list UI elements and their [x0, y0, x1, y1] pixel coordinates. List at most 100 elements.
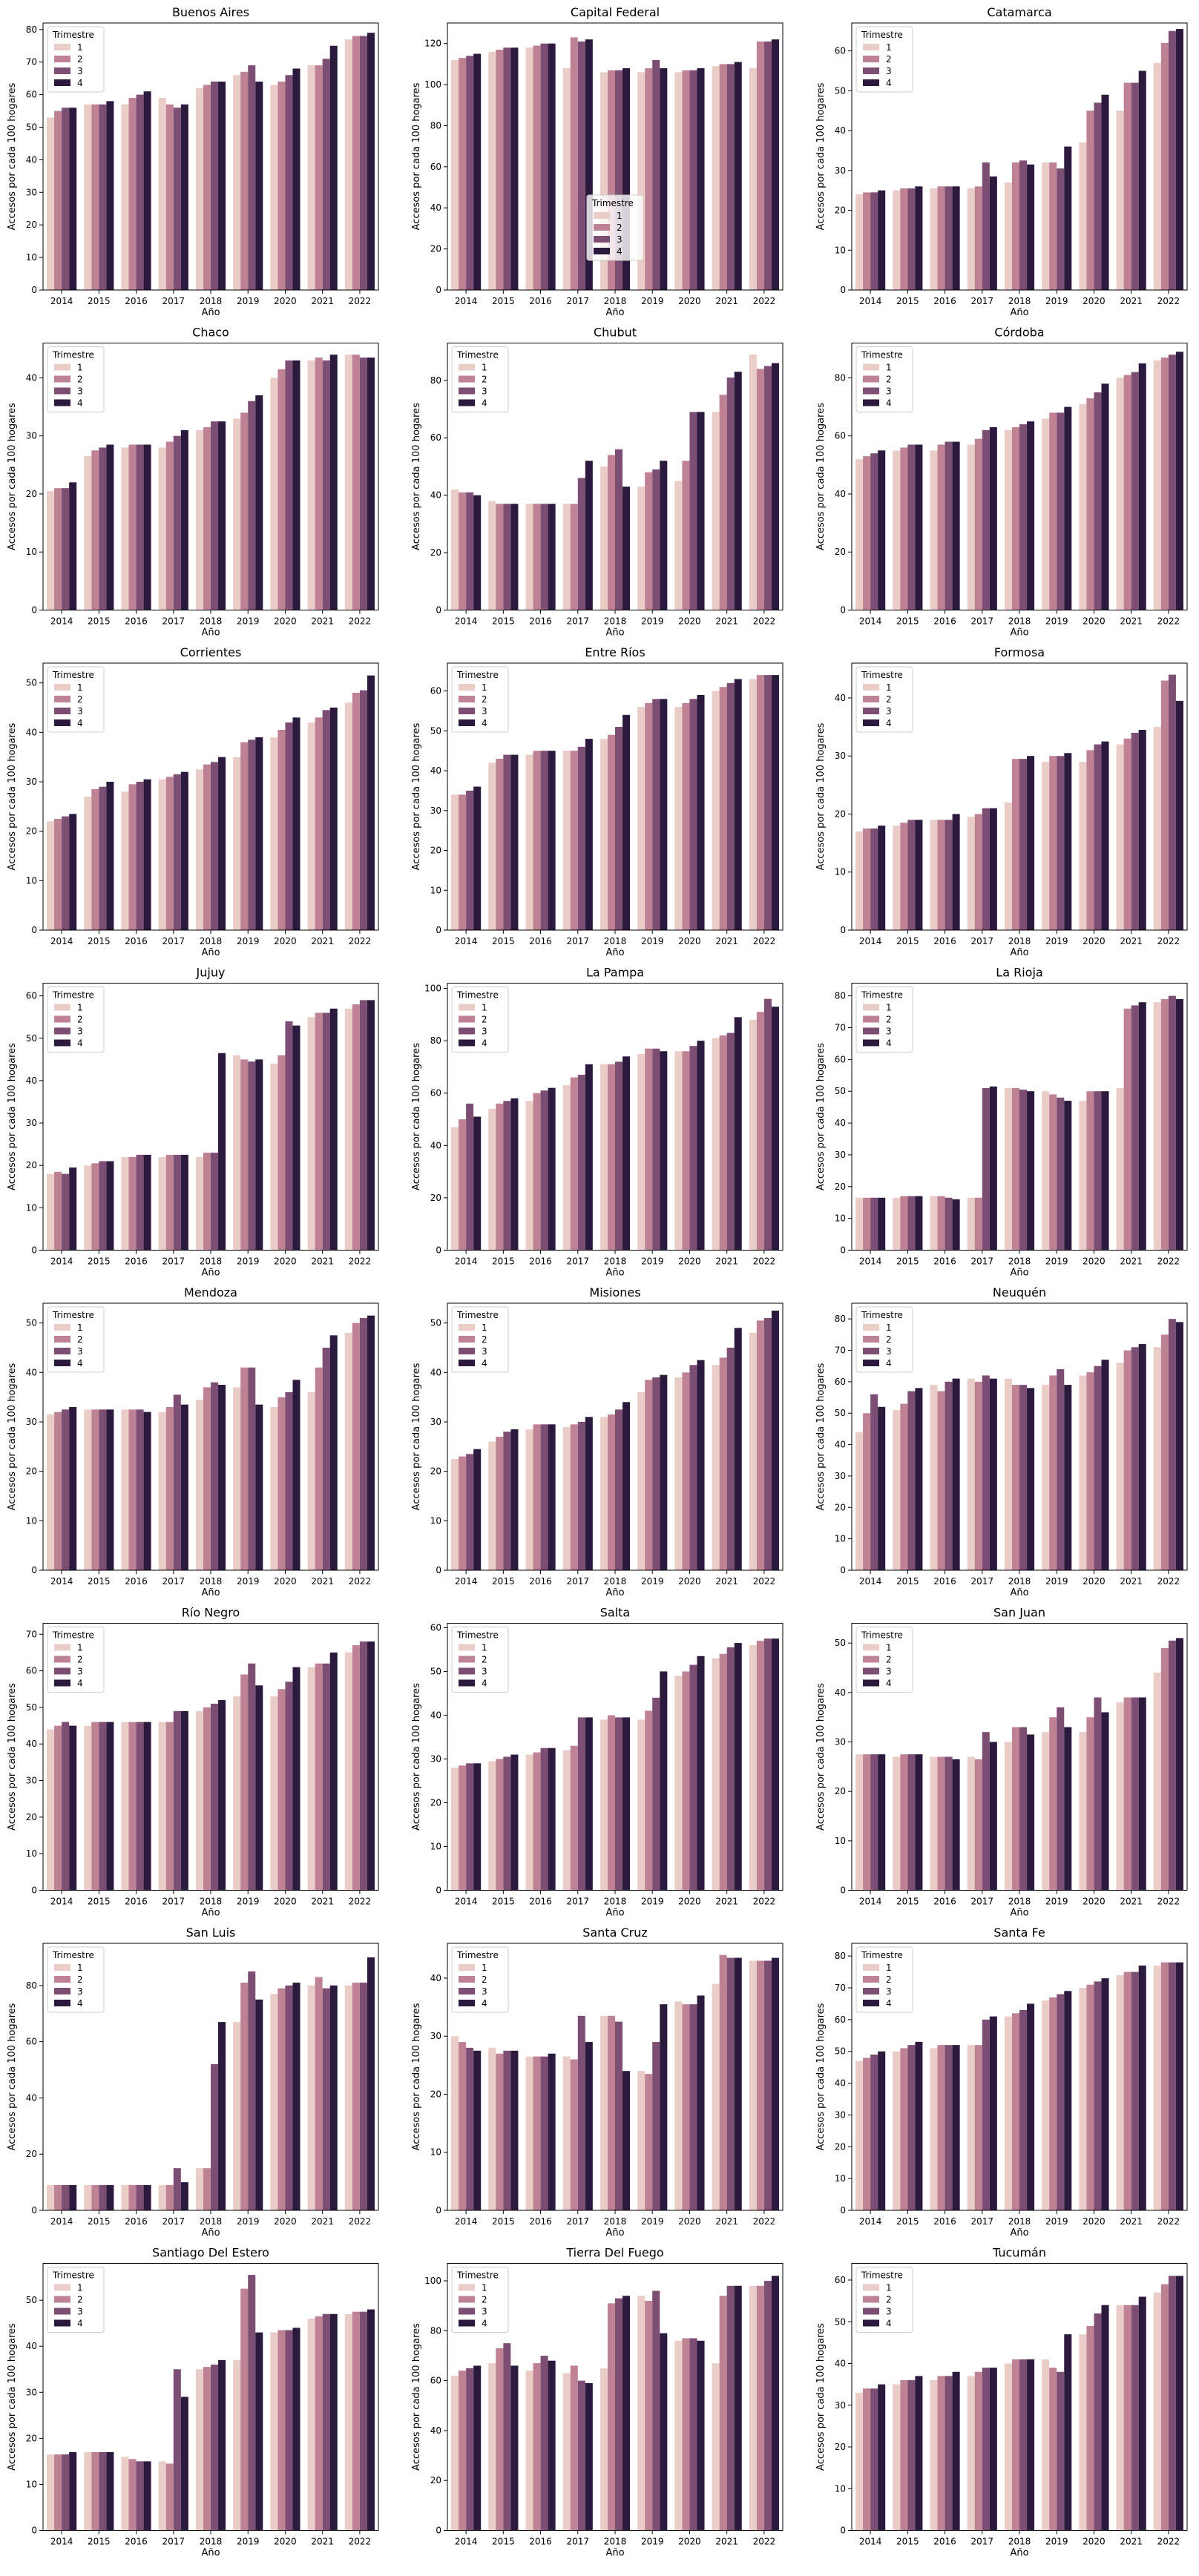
bar [307, 2318, 315, 2531]
x-tick-label: 2016 [125, 1897, 148, 1907]
bar [915, 1754, 923, 1891]
bar [607, 1715, 615, 1891]
legend-swatch [459, 1039, 475, 1047]
bar [136, 2184, 144, 2210]
bar [307, 1667, 315, 1891]
bar [989, 1086, 997, 1251]
x-tick-label: 2014 [50, 1576, 73, 1587]
bar [525, 1429, 533, 1570]
bar [1153, 1347, 1161, 1570]
bar [771, 1007, 779, 1251]
x-tick-label: 2015 [896, 616, 919, 627]
bar [1011, 1087, 1019, 1251]
bar [510, 1429, 519, 1570]
legend-label: 3 [886, 1027, 892, 1037]
bar [1004, 1087, 1012, 1251]
bar [719, 395, 727, 610]
x-tick-label: 2014 [50, 296, 73, 306]
x-tick-label: 2022 [349, 296, 372, 306]
x-axis-label: Año [201, 2227, 220, 2239]
bar [106, 2451, 114, 2531]
bar [1160, 1647, 1169, 1891]
legend-label: 4 [77, 1998, 83, 2009]
x-tick-label: 2018 [1008, 296, 1031, 306]
y-tick-label: 20 [26, 826, 37, 837]
x-axis-label: Año [605, 1268, 624, 1279]
legend-swatch [54, 1324, 70, 1331]
bar [689, 699, 697, 930]
bar [652, 699, 660, 930]
bar [359, 2311, 367, 2531]
bar [54, 819, 62, 930]
bar [533, 2363, 541, 2531]
bar [488, 1761, 496, 1891]
bar [952, 2045, 960, 2210]
legend-swatch [459, 1004, 475, 1011]
bar [1042, 1385, 1050, 1570]
bar [1004, 802, 1012, 930]
bar [1011, 1727, 1019, 1891]
x-tick-label: 2015 [492, 936, 515, 946]
legend-label: 4 [482, 398, 487, 409]
y-tick-label: 20 [26, 1466, 37, 1477]
x-tick-label: 2019 [641, 616, 664, 627]
y-tick-label: 20 [835, 2442, 846, 2452]
legend-swatch [54, 2307, 70, 2315]
legend-swatch [459, 399, 475, 406]
x-tick-label: 2019 [1045, 2216, 1068, 2227]
bar [1123, 1697, 1131, 1891]
bar [533, 2056, 541, 2210]
bar [1027, 2359, 1035, 2531]
bar [915, 444, 923, 610]
bar [726, 2285, 735, 2531]
bar [128, 97, 137, 291]
bar [689, 1365, 697, 1570]
bar [158, 1156, 166, 1251]
x-tick-label: 2014 [455, 1256, 478, 1267]
legend-swatch [54, 1027, 70, 1035]
bar [645, 1710, 653, 1891]
bar [233, 1055, 241, 1251]
y-tick-label: 50 [26, 1033, 37, 1044]
bar [893, 826, 901, 930]
legend-label: 4 [886, 398, 892, 409]
bar [47, 117, 55, 290]
x-tick-label: 2018 [200, 2537, 223, 2547]
bar [1086, 2325, 1094, 2531]
bar [1049, 412, 1057, 610]
bar [600, 2368, 608, 2531]
bar [106, 444, 114, 610]
y-axis-label: Accesos por cada 100 hogares [815, 1043, 827, 1190]
bar [1101, 1978, 1109, 2210]
bar [615, 1061, 623, 1251]
x-tick-label: 2015 [492, 1897, 515, 1907]
y-tick-label: 20 [430, 547, 441, 558]
bar [1094, 102, 1102, 290]
bar [585, 39, 593, 291]
bar [285, 1392, 293, 1570]
bar [1094, 392, 1102, 610]
legend-label: 3 [77, 2307, 83, 2317]
legend-title: Trimestre [456, 1630, 499, 1641]
x-tick-label: 2014 [50, 616, 73, 627]
x-tick-label: 2022 [1157, 1256, 1180, 1267]
bar [1057, 1097, 1065, 1251]
legend-swatch [863, 79, 879, 86]
legend-title: Trimestre [456, 990, 499, 1001]
bar [1138, 2296, 1146, 2531]
bar [637, 2071, 646, 2210]
x-tick-label: 2022 [753, 2537, 776, 2547]
bar [548, 2360, 556, 2531]
bar [982, 1087, 990, 1251]
bar [937, 1391, 945, 1570]
bar [99, 1722, 107, 1891]
x-tick-label: 2014 [455, 296, 478, 306]
bar [91, 2184, 99, 2210]
bar [84, 104, 92, 290]
x-tick-label: 2020 [274, 2537, 297, 2547]
x-tick-label: 2021 [311, 1256, 334, 1267]
x-tick-label: 2016 [933, 2216, 956, 2227]
